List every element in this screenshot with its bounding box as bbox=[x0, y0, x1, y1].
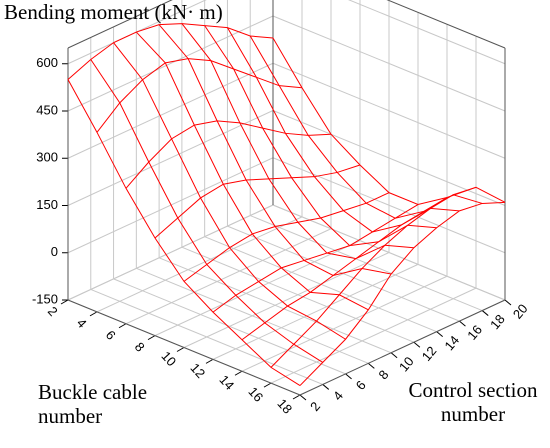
x-tick-label: 18 bbox=[274, 396, 295, 417]
z-tick-label: -150 bbox=[32, 291, 58, 306]
floor-grid-line bbox=[136, 267, 369, 364]
floor-grid-line bbox=[241, 275, 448, 372]
y-tick bbox=[481, 310, 489, 316]
z-tick-label: 450 bbox=[36, 102, 58, 117]
y-tick-label: 12 bbox=[419, 343, 440, 364]
wall-grid-line bbox=[67, 15, 274, 112]
x-tick-label: 4 bbox=[74, 315, 90, 330]
wall-grid-line bbox=[272, 157, 506, 254]
surface-col bbox=[67, 79, 301, 386]
y-tick bbox=[459, 320, 466, 327]
x-tick bbox=[292, 394, 301, 400]
surface-row bbox=[125, 120, 332, 189]
surface-col bbox=[135, 31, 369, 311]
z-tick-label: 600 bbox=[36, 55, 58, 70]
wall-grid-line bbox=[67, 0, 207, 65]
x-tick-label: 8 bbox=[132, 339, 148, 354]
z-axis-label: Bending moment (kN· m) bbox=[4, 0, 223, 24]
y-tick-label: 14 bbox=[441, 333, 462, 354]
y-tick-label: 4 bbox=[330, 388, 346, 403]
y-tick-label: 10 bbox=[396, 354, 417, 375]
surface-row bbox=[183, 192, 390, 282]
y-tick bbox=[504, 299, 512, 306]
x-tick-label: 12 bbox=[187, 360, 208, 381]
surface-col bbox=[227, 27, 460, 233]
wall-grid-line bbox=[272, 110, 506, 206]
x-tick bbox=[234, 370, 243, 376]
y-tick bbox=[436, 331, 443, 338]
y-tick bbox=[345, 373, 352, 380]
axis-line bbox=[67, 299, 301, 396]
floor-grid-line bbox=[90, 288, 323, 385]
surface-col bbox=[113, 42, 346, 340]
y-axis-label: Control section number bbox=[408, 378, 538, 426]
surface-row bbox=[299, 201, 506, 386]
z-tick-label: 0 bbox=[51, 244, 58, 259]
y-tick-label: 8 bbox=[375, 367, 391, 382]
surface-row bbox=[96, 58, 303, 133]
floor-grid-line bbox=[227, 225, 460, 322]
y-tick-label: 16 bbox=[464, 322, 485, 343]
floor-grid-line bbox=[96, 216, 303, 313]
floor-grid-line bbox=[125, 228, 332, 325]
surface-row bbox=[212, 204, 419, 313]
x-tick bbox=[147, 335, 156, 341]
surface-col bbox=[181, 23, 414, 260]
wall-grid-line bbox=[272, 62, 506, 159]
surface-col bbox=[249, 35, 483, 219]
z-tick-label: 150 bbox=[36, 197, 58, 212]
axis-line bbox=[299, 299, 506, 396]
y-tick-label: 2 bbox=[307, 399, 323, 414]
wall-grid-line bbox=[67, 110, 274, 206]
wall-grid-line bbox=[347, 0, 506, 65]
x-tick bbox=[60, 299, 69, 305]
floor-grid-line bbox=[270, 287, 477, 384]
y-tick-label: 20 bbox=[510, 301, 531, 322]
floor-grid-line bbox=[181, 246, 415, 343]
y-tick bbox=[368, 362, 375, 369]
axis-line bbox=[386, 0, 506, 49]
x-axis-label: Buckle cable number bbox=[38, 380, 148, 428]
wall-grid-line bbox=[67, 204, 274, 301]
y-tick bbox=[390, 352, 398, 359]
y-tick bbox=[413, 341, 421, 348]
x-tick bbox=[118, 323, 127, 329]
axis-line bbox=[67, 0, 173, 49]
floor-grid-line bbox=[212, 263, 419, 360]
x-tick-label: 14 bbox=[216, 372, 237, 393]
surface-col bbox=[204, 25, 437, 247]
surface-col bbox=[158, 24, 392, 277]
x-tick bbox=[263, 382, 272, 388]
y-tick-label: 6 bbox=[353, 378, 369, 393]
x-tick-label: 6 bbox=[103, 327, 119, 342]
z-tick-label: 300 bbox=[36, 150, 58, 165]
floor-grid-line bbox=[158, 257, 392, 354]
x-tick bbox=[205, 358, 214, 364]
surface-row bbox=[154, 164, 361, 239]
x-tick bbox=[176, 347, 185, 352]
floor-grid-line bbox=[250, 215, 483, 312]
floor-grid-line bbox=[183, 252, 390, 348]
surface-col bbox=[272, 37, 506, 206]
floor-grid-line bbox=[154, 240, 361, 337]
wall-grid-line bbox=[67, 157, 274, 254]
wall-grid-line bbox=[272, 204, 506, 301]
floor-grid-line bbox=[113, 278, 346, 375]
wall-grid-line bbox=[67, 62, 274, 159]
surface-row bbox=[67, 23, 274, 80]
surface-col bbox=[90, 59, 324, 363]
y-tick bbox=[299, 394, 307, 401]
x-tick-label: 10 bbox=[158, 348, 179, 369]
x-tick bbox=[89, 311, 98, 317]
wall-grid-line bbox=[272, 15, 506, 112]
y-tick bbox=[322, 384, 330, 390]
x-tick-label: 16 bbox=[245, 384, 266, 405]
y-tick-label: 18 bbox=[487, 312, 508, 333]
